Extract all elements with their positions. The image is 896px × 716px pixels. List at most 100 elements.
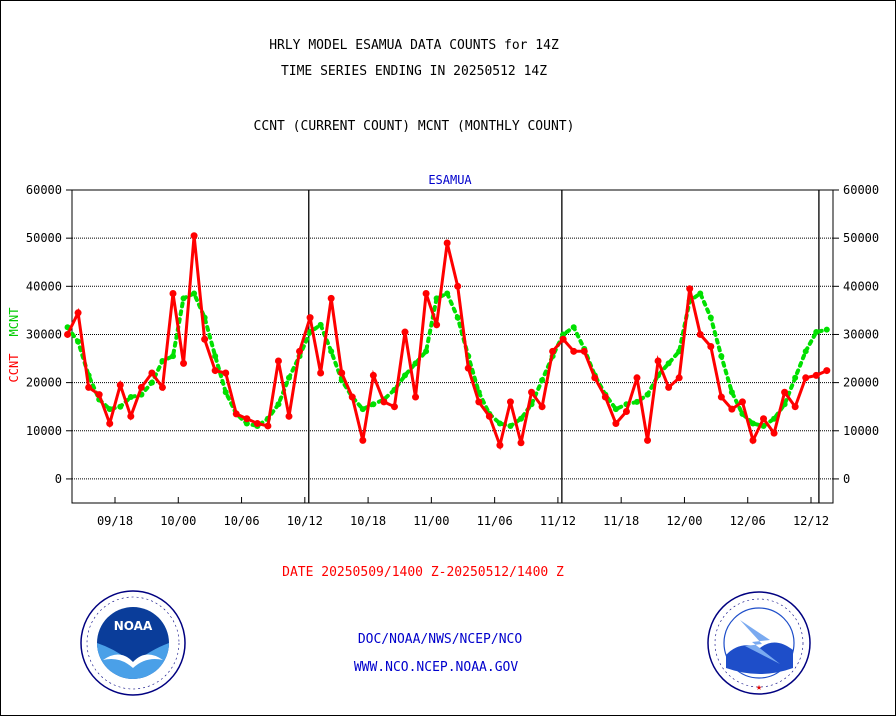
ccnt-point: [781, 388, 789, 396]
series-line-ccnt: [66, 235, 828, 451]
mcnt-point: [127, 394, 134, 401]
ccnt-point: [338, 369, 346, 377]
y-tick-label-left: 20000: [26, 376, 62, 390]
mcnt-point: [644, 391, 651, 398]
mcnt-point: [707, 314, 714, 321]
mcnt-point: [169, 353, 176, 360]
mcnt-point: [697, 290, 704, 297]
mcnt-point: [243, 420, 250, 427]
ccnt-point: [317, 369, 325, 377]
footer-url[interactable]: WWW.NCO.NCEP.NOAA.GOV: [353, 660, 519, 675]
x-tick-label: 12/00: [666, 514, 702, 528]
ccnt-point: [823, 367, 831, 375]
mcnt-point: [454, 314, 461, 321]
ccnt-point: [559, 335, 567, 343]
x-tick-label: 10/00: [160, 514, 196, 528]
x-tick-label: 10/06: [223, 514, 259, 528]
y-tick-label-left: 10000: [26, 424, 62, 438]
mcnt-point: [317, 321, 324, 328]
ccnt-point: [443, 239, 451, 247]
mcnt-point: [117, 403, 124, 410]
y-tick-label-left: 40000: [26, 279, 62, 293]
ccnt-point: [422, 290, 430, 298]
mcnt-point: [802, 348, 809, 355]
mcnt-point: [560, 331, 567, 338]
mcnt-point: [285, 374, 292, 381]
mcnt-point: [633, 398, 640, 405]
x-tick-label: 12/12: [793, 514, 829, 528]
mcnt-point: [148, 379, 155, 386]
ccnt-point: [506, 398, 514, 406]
ccnt-point: [169, 290, 177, 298]
ccnt-point: [274, 357, 282, 365]
ccnt-point: [601, 393, 609, 401]
x-tick-label: 11/00: [413, 514, 449, 528]
ccnt-point: [791, 403, 799, 411]
ccnt-point: [675, 374, 683, 382]
ccnt-point: [296, 347, 304, 355]
x-tick-label: 10/18: [350, 514, 386, 528]
ccnt-point: [85, 383, 93, 391]
ccnt-point: [148, 369, 156, 377]
ccnt-point: [454, 282, 462, 290]
ccnt-point: [327, 294, 335, 302]
y-tick-label-left: 30000: [26, 327, 62, 341]
mcnt-point: [275, 401, 282, 408]
ccnt-point: [253, 420, 261, 428]
y-tick-label-left: 0: [55, 472, 62, 486]
ccnt-point: [570, 347, 578, 355]
ccnt-point: [665, 383, 673, 391]
ccnt-point: [728, 405, 736, 413]
ccnt-point: [190, 232, 198, 240]
ccnt-point: [232, 410, 240, 418]
x-tick-label: 11/06: [477, 514, 513, 528]
ccnt-point: [180, 359, 188, 367]
chart-title: ESAMUA: [428, 173, 472, 187]
ccnt-point: [812, 371, 820, 379]
ccnt-point: [127, 412, 135, 420]
ccnt-point: [696, 330, 704, 338]
mcnt-point: [370, 401, 377, 408]
ccnt-point: [211, 367, 219, 375]
x-tick-label: 09/18: [97, 514, 133, 528]
ccnt-point: [644, 436, 652, 444]
ccnt-point: [390, 403, 398, 411]
mcnt-point: [401, 372, 408, 379]
mcnt-point: [570, 324, 577, 331]
ccnt-point: [517, 439, 525, 447]
ccnt-point: [412, 393, 420, 401]
x-tick-label: 11/18: [603, 514, 639, 528]
ccnt-point: [654, 357, 662, 365]
mcnt-point: [517, 415, 524, 422]
ccnt-point: [760, 415, 768, 423]
ccnt-point: [64, 330, 72, 338]
title-line-1: HRLY MODEL ESAMUA DATA COUNTS for 14Z: [269, 38, 559, 53]
ccnt-point: [95, 391, 103, 399]
mcnt-point: [180, 295, 187, 302]
ccnt-point: [686, 285, 694, 293]
y-tick-label-left: 50000: [26, 231, 62, 245]
ccnt-point: [612, 420, 620, 428]
ccnt-point: [749, 436, 757, 444]
ccnt-point: [380, 398, 388, 406]
ccnt-point: [464, 364, 472, 372]
mcnt-point: [106, 406, 113, 413]
y-tick-label-right: 50000: [843, 231, 879, 245]
mcnt-point: [444, 290, 451, 297]
ccnt-point: [137, 383, 145, 391]
ccnt-point: [116, 381, 124, 389]
ccnt-point: [538, 403, 546, 411]
x-tick-label: 11/12: [540, 514, 576, 528]
y-label-ccnt: CCNT: [7, 354, 21, 383]
ccnt-point: [369, 371, 377, 379]
ccnt-point: [475, 398, 483, 406]
mcnt-point: [222, 389, 229, 396]
y-tick-label-right: 10000: [843, 424, 879, 438]
ccnt-point: [106, 420, 114, 428]
title-line-2: TIME SERIES ENDING IN 20250512 14Z: [280, 64, 548, 79]
ccnt-point: [591, 374, 599, 382]
ccnt-point: [496, 441, 504, 449]
ccnt-point: [158, 383, 166, 391]
ccnt-point: [633, 374, 641, 382]
